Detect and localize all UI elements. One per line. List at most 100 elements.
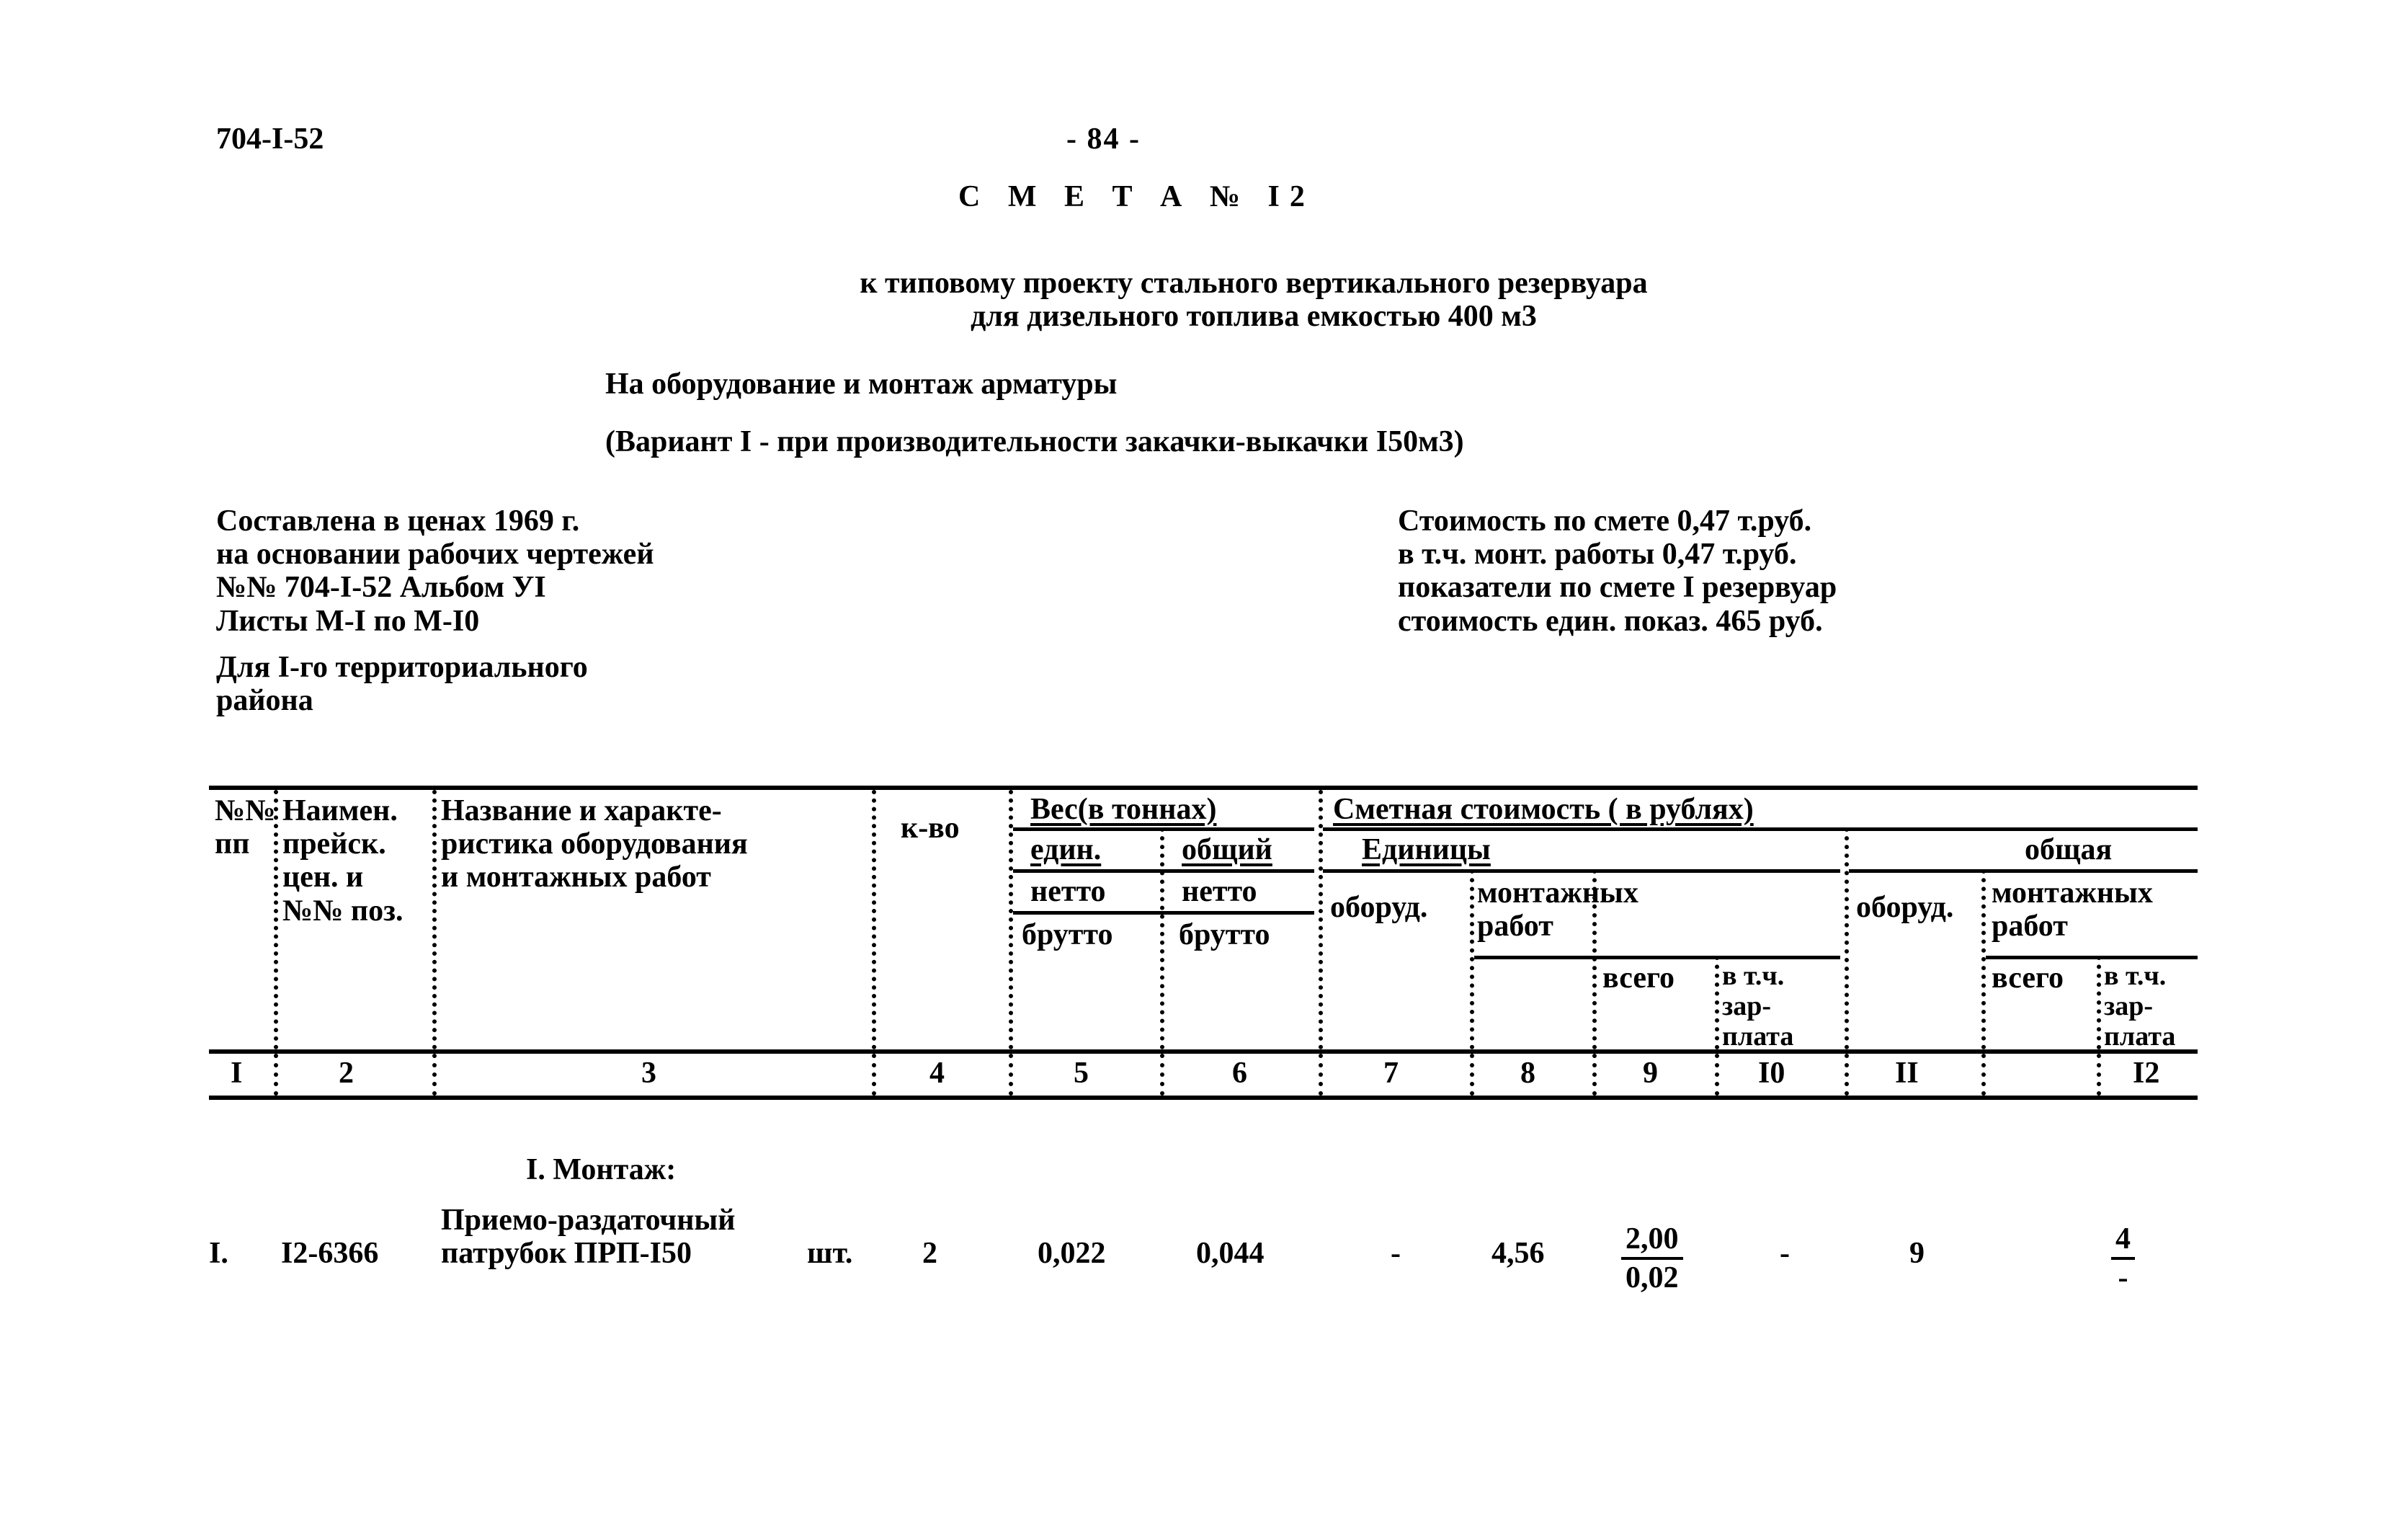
hdr-weight-unit: един. [1030,833,1101,866]
left-l3: №№ 704-I-52 Альбом УI [216,571,901,604]
coln-6: 6 [1232,1057,1247,1090]
vline [432,1054,437,1096]
page-title: С М Е Т А № I2 [958,180,1315,213]
coln-3: 3 [641,1057,656,1090]
vline [432,790,437,1049]
hline [1013,911,1314,915]
variant-line: (Вариант I - при производительности зака… [605,425,1464,458]
section-title: I. Монтаж: [526,1153,676,1186]
coln-1: I [231,1057,242,1090]
row-unit: шт. [807,1237,852,1270]
hdr-equip1: оборуд. [1330,891,1427,924]
vline [1319,1054,1323,1096]
hdr-brutto1: брутто [1022,918,1113,951]
row-qty: 2 [922,1237,937,1270]
hdr-weight-top: Вес(в тоннах) [1030,793,1216,826]
vline [1715,1054,1719,1096]
vline [1160,827,1164,1049]
vline [1981,869,1986,1049]
subtitle-line2: для дизельного топлива емкостью 400 м3 [971,300,1537,333]
subtitle: к типовому проекту стального вертикально… [605,267,1902,333]
hdr-mont1: монтажных работ [1477,876,1638,943]
row-vtch-unit: 2,00 0,02 [1621,1222,1683,1294]
vline [1160,1054,1164,1096]
hdr-cost-unit: Единицы [1362,833,1491,866]
frac-num: 2,00 [1621,1222,1683,1260]
left-l2: на основании рабочих чертежей [216,538,901,571]
hdr-vsego1: всего [1602,961,1675,995]
row-name1: Приемо-раздаточный [441,1204,735,1237]
row-mont-tot: 9 [1909,1237,1925,1270]
row-mont-unit: 4,56 [1491,1237,1545,1270]
hline [1474,956,1840,959]
row-equip-tot: - [1780,1237,1790,1270]
left-info-block: Составлена в ценах 1969 г. на основании … [216,505,901,717]
hdr-weight-total: общий [1182,833,1272,866]
left-l5: Для I-го территориального [216,651,901,684]
right-r4: стоимость един. показ. 465 руб. [1398,605,2118,638]
row-name2: патрубок ПРП-I50 [441,1237,692,1270]
right-info-block: Стоимость по смете 0,47 т.руб. в т.ч. мо… [1398,505,2118,638]
frac-den: - [2111,1260,2135,1294]
row-vtch-tot: 4 - [2111,1222,2135,1294]
row-wtot: 0,044 [1196,1237,1265,1270]
hdr-cost-top: Сметная стоимость ( в рублях) [1333,793,1754,826]
hdr-cost-total: общая [2025,833,2112,866]
coln-7: 7 [1383,1057,1399,1090]
coln-4: 4 [929,1057,945,1090]
header-grid: №№ пп Наимен. прейск. цен. и №№ поз. Наз… [209,786,2198,1054]
coln-12: I2 [2133,1057,2159,1090]
coln-9: 9 [1643,1057,1658,1090]
hdr-equip2: оборуд. [1856,891,1953,924]
row-code: I2-6366 [281,1237,378,1270]
hdr-col2: Наимен. прейск. цен. и №№ поз. [282,794,403,928]
vline [872,790,876,1049]
vline [1981,1054,1986,1096]
hdr-col1: №№ пп [215,794,275,861]
hdr-netto1: нетто [1030,875,1106,908]
page-number: - 84 - [1066,123,1141,156]
hdr-vtch2: в т.ч. зар- плата [2104,961,2175,1052]
doc-code: 704-I-52 [216,123,324,156]
vline [2097,956,2101,1049]
left-l4: Листы М-I по М-I0 [216,605,901,638]
vline [1470,869,1474,1049]
hdr-netto2: нетто [1182,875,1257,908]
hline [1323,827,2198,831]
vline [274,1054,278,1096]
coln-11: II [1895,1057,1919,1090]
hline [1323,869,1840,873]
hdr-mont2: монтажных работ [1992,876,2153,943]
right-r3: показатели по смете I резервуар [1398,571,2118,604]
hdr-col4: к-во [901,812,960,845]
vline [1845,1054,1849,1096]
vline [1592,1054,1597,1096]
subtitle-line1: к типовому проекту стального вертикально… [860,267,1647,300]
hline [1849,869,2198,873]
hline [1013,869,1314,873]
hdr-brutto2: брутто [1179,918,1270,951]
table-header: №№ пп Наимен. прейск. цен. и №№ поз. Наз… [209,786,2198,1100]
row-equip-unit: - [1391,1237,1401,1270]
coln-5: 5 [1074,1057,1089,1090]
hline [1013,827,1314,831]
left-l1: Составлена в ценах 1969 г. [216,505,901,538]
right-r1: Стоимость по смете 0,47 т.руб. [1398,505,2118,538]
frac-den: 0,02 [1621,1260,1683,1294]
hline [1986,956,2198,959]
vline [1470,1054,1474,1096]
coln-2: 2 [339,1057,354,1090]
vline [1715,956,1719,1049]
left-l6: района [216,684,901,717]
frac-num: 4 [2111,1222,2135,1260]
coln-8: 8 [1520,1057,1535,1090]
hdr-vtch1: в т.ч. зар- плата [1722,961,1793,1052]
right-r2: в т.ч. монт. работы 0,47 т.руб. [1398,538,2118,571]
vline [1009,1054,1013,1096]
vline [872,1054,876,1096]
hdr-col3: Название и характе- ристика оборудования… [441,794,748,894]
hdr-vsego2: всего [1992,961,2064,995]
row-wunit: 0,022 [1038,1237,1106,1270]
vline [2097,1054,2101,1096]
coln-10: I0 [1758,1057,1785,1090]
